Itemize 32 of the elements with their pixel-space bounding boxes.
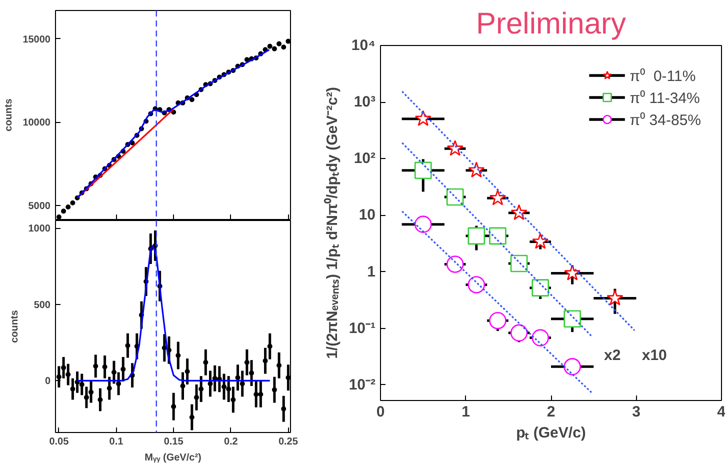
- legend-label: π⁰ 0-11%: [630, 67, 696, 85]
- y-tick-label: 10⁻²: [348, 376, 376, 394]
- y-axis-title: counts: [9, 310, 20, 343]
- y-tick-label: 10³: [354, 94, 376, 111]
- x-axis-title: pₜ (GeV/c): [516, 424, 586, 442]
- x-tick-label: 1: [462, 404, 470, 420]
- x-tick-label: 0.25: [278, 436, 298, 448]
- x-tick-label: 0.2: [224, 436, 238, 448]
- y-tick-label: 10²: [354, 150, 376, 168]
- y-axis-title: counts: [4, 98, 15, 132]
- y-tick-label: 1: [367, 263, 376, 280]
- x-tick-label: 2: [546, 404, 556, 420]
- x-tick-label: 0.05: [49, 436, 70, 448]
- y-tick-label: 10000: [22, 118, 51, 129]
- legend-label: π⁰ 34-85%: [630, 111, 701, 129]
- annotation: x10: [642, 347, 667, 364]
- y-tick-label: 1000: [28, 224, 51, 235]
- x-tick-label: 0.1: [109, 436, 124, 448]
- y-axis-title: 1/(2πNₑᵥₑₙₜₛ) 1/pₜ d²Nπ⁰/dpₜdy (GeV⁻²c²): [322, 87, 341, 359]
- annotation: x2: [604, 347, 621, 364]
- x-axis-title: Mᵧᵧ (GeV/c²): [144, 452, 202, 464]
- x-tick-label: 3: [632, 404, 640, 420]
- y-tick-label: 0: [44, 376, 51, 388]
- legend-label: π⁰ 11-34%: [630, 89, 700, 107]
- y-tick-label: 10: [358, 206, 376, 224]
- y-tick-label: 10⁻¹: [348, 320, 376, 337]
- y-tick-label: 5000: [28, 200, 51, 212]
- chart-title: Preliminary: [476, 8, 626, 40]
- y-tick-label: 10⁴: [351, 37, 376, 54]
- y-tick-label: 15000: [22, 34, 51, 46]
- y-tick-label: 500: [34, 300, 51, 311]
- x-tick-label: 0.15: [164, 436, 184, 448]
